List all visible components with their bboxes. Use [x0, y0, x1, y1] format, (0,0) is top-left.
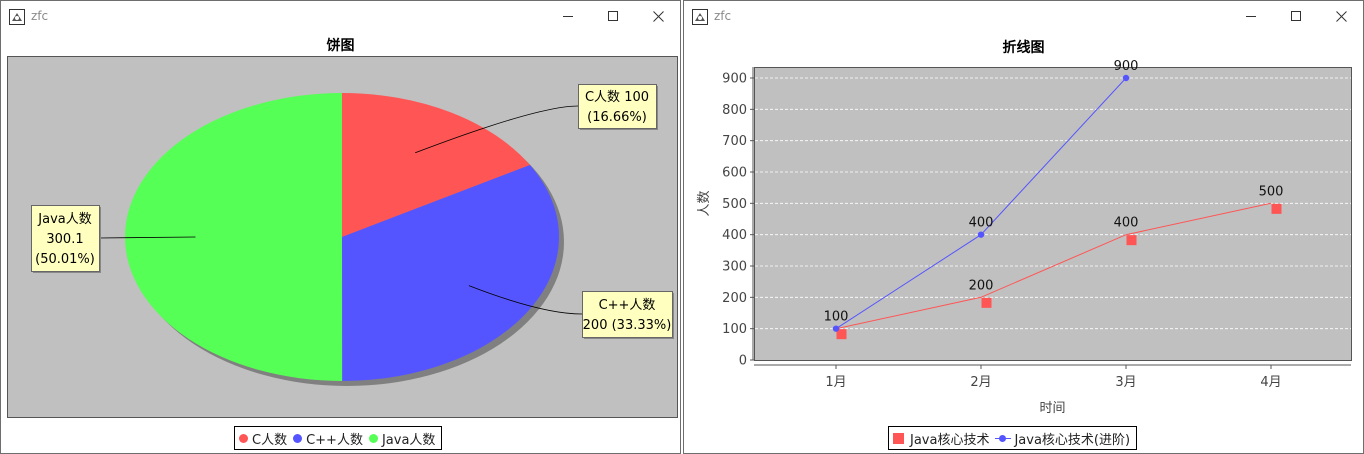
- java-app-icon: [9, 9, 25, 25]
- title-bar[interactable]: zfc: [684, 1, 1363, 32]
- pie-label-text-0-1: (16.66%): [587, 110, 647, 125]
- legend-swatch-cpp: [293, 433, 303, 443]
- series-line-0: [835, 202, 1272, 330]
- legend-item-series-2: Java核心技术(进阶): [995, 429, 1130, 448]
- pie-label-box-2: [31, 205, 100, 272]
- close-button[interactable]: [636, 3, 680, 30]
- pie-chart-window: zfc 饼图 C人数 100 (16.66%) C++人数 200 (33.33%) J…: [0, 0, 681, 454]
- legend-label-cpp: C++人数: [306, 432, 363, 448]
- data-label-1: 200: [969, 278, 994, 293]
- pie-label-box-0: [578, 84, 657, 129]
- minimize-button[interactable]: [546, 3, 590, 30]
- minimize-button[interactable]: [1229, 3, 1273, 30]
- window-title: zfc: [714, 9, 732, 23]
- x-tick-label-2: 3月: [1115, 375, 1136, 390]
- series-1-point-2: [1122, 74, 1130, 82]
- line-legend: Java核心技术 Java核心技术(进阶): [888, 426, 1138, 450]
- close-icon: [1336, 11, 1347, 22]
- y-tick-label-0: 0: [739, 354, 747, 369]
- maximize-button[interactable]: [591, 3, 635, 30]
- minimize-icon: [563, 16, 573, 17]
- window-title: zfc: [31, 9, 49, 23]
- pie-label-text-2-0: Java人数: [37, 212, 91, 227]
- series-0-point-1: [981, 297, 992, 308]
- legend-label-series-1: Java核心技术: [910, 432, 990, 448]
- legend-label-java: Java人数: [381, 432, 436, 448]
- legend-item-cpp: C++人数: [293, 429, 363, 448]
- series-0-point-0: [836, 329, 847, 340]
- line-chart-window: zfc 折线图 0 100 200 300 400 500 600 700 800 900 1月 2月…: [683, 0, 1364, 454]
- pie-chart-title: 饼图: [326, 38, 355, 54]
- y-tick-label-8: 800: [722, 103, 747, 118]
- legend-label-series-2: Java核心技术(进阶): [1014, 432, 1131, 448]
- java-app-icon: [692, 9, 708, 25]
- y-tick-label-2: 200: [722, 291, 747, 306]
- pie-label-box-1: [582, 291, 673, 338]
- x-tick-label-1: 2月: [970, 375, 991, 390]
- y-tick-label-4: 400: [722, 228, 747, 243]
- data-label-4: 400: [969, 216, 994, 231]
- legend-swatch-java: [368, 433, 378, 443]
- pie-label-text-2-1: 300.1: [46, 232, 83, 247]
- close-icon: [653, 11, 664, 22]
- y-tick-label-6: 600: [722, 166, 747, 181]
- x-tick-label-0: 1月: [825, 375, 846, 390]
- series-0-point-2: [1126, 235, 1137, 246]
- legend-swatch-c: [239, 433, 248, 443]
- y-axis-label: 人数: [697, 190, 712, 216]
- x-axis-label: 时间: [1039, 401, 1065, 416]
- x-tick-label-3: 4月: [1260, 375, 1281, 390]
- data-label-3: 500: [1259, 184, 1284, 199]
- data-label-2: 400: [1114, 216, 1139, 231]
- title-bar[interactable]: zfc: [1, 1, 680, 32]
- series-1-point-1: [977, 231, 985, 238]
- maximize-button[interactable]: [1274, 3, 1318, 30]
- pie-slice-2: [125, 93, 343, 381]
- legend-swatch-series-2: [995, 434, 1012, 443]
- y-tick-label-9: 900: [722, 72, 747, 87]
- pie-label-text-0-0: C人数 100: [585, 90, 649, 105]
- legend-item-c: C人数: [239, 429, 287, 448]
- maximize-icon: [608, 11, 618, 21]
- pie-label-text-1-0: C++人数: [599, 298, 656, 313]
- line-chart-title: 折线图: [1002, 40, 1045, 56]
- legend-item-series-1: Java核心技术: [893, 429, 989, 448]
- pie-label-link-1: [468, 285, 583, 315]
- maximize-icon: [1291, 11, 1301, 21]
- pie-slice-1: [342, 164, 559, 381]
- pie-label-text-2-2: (50.01%): [35, 252, 95, 267]
- pie-legend: C人数 C++人数 Java人数: [234, 426, 443, 450]
- pie-label-text-1-1: 200 (33.33%): [583, 318, 672, 333]
- data-label-0: 100: [824, 310, 849, 325]
- legend-label-c: C人数: [252, 432, 288, 448]
- y-tick-label-3: 300: [722, 260, 747, 275]
- legend-item-java: Java人数: [368, 429, 436, 448]
- series-0-point-3: [1271, 203, 1282, 214]
- y-tick-label-7: 700: [722, 134, 747, 149]
- close-button[interactable]: [1319, 3, 1363, 30]
- pie-slice-0: [342, 93, 530, 237]
- minimize-icon: [1246, 16, 1256, 17]
- pie-chart: C人数 100 (16.66%) C++人数 200 (33.33%) Java人数 30…: [7, 56, 678, 418]
- pie-label-link-2: [98, 236, 196, 239]
- line-plot-area: [754, 67, 1352, 361]
- series-1-point-0: [832, 325, 840, 332]
- y-tick-label-5: 500: [722, 197, 747, 212]
- legend-swatch-series-1: [893, 432, 904, 444]
- pie-label-link-0: [415, 105, 579, 154]
- data-label-5: 900: [1114, 59, 1139, 74]
- y-tick-label-1: 100: [722, 322, 747, 337]
